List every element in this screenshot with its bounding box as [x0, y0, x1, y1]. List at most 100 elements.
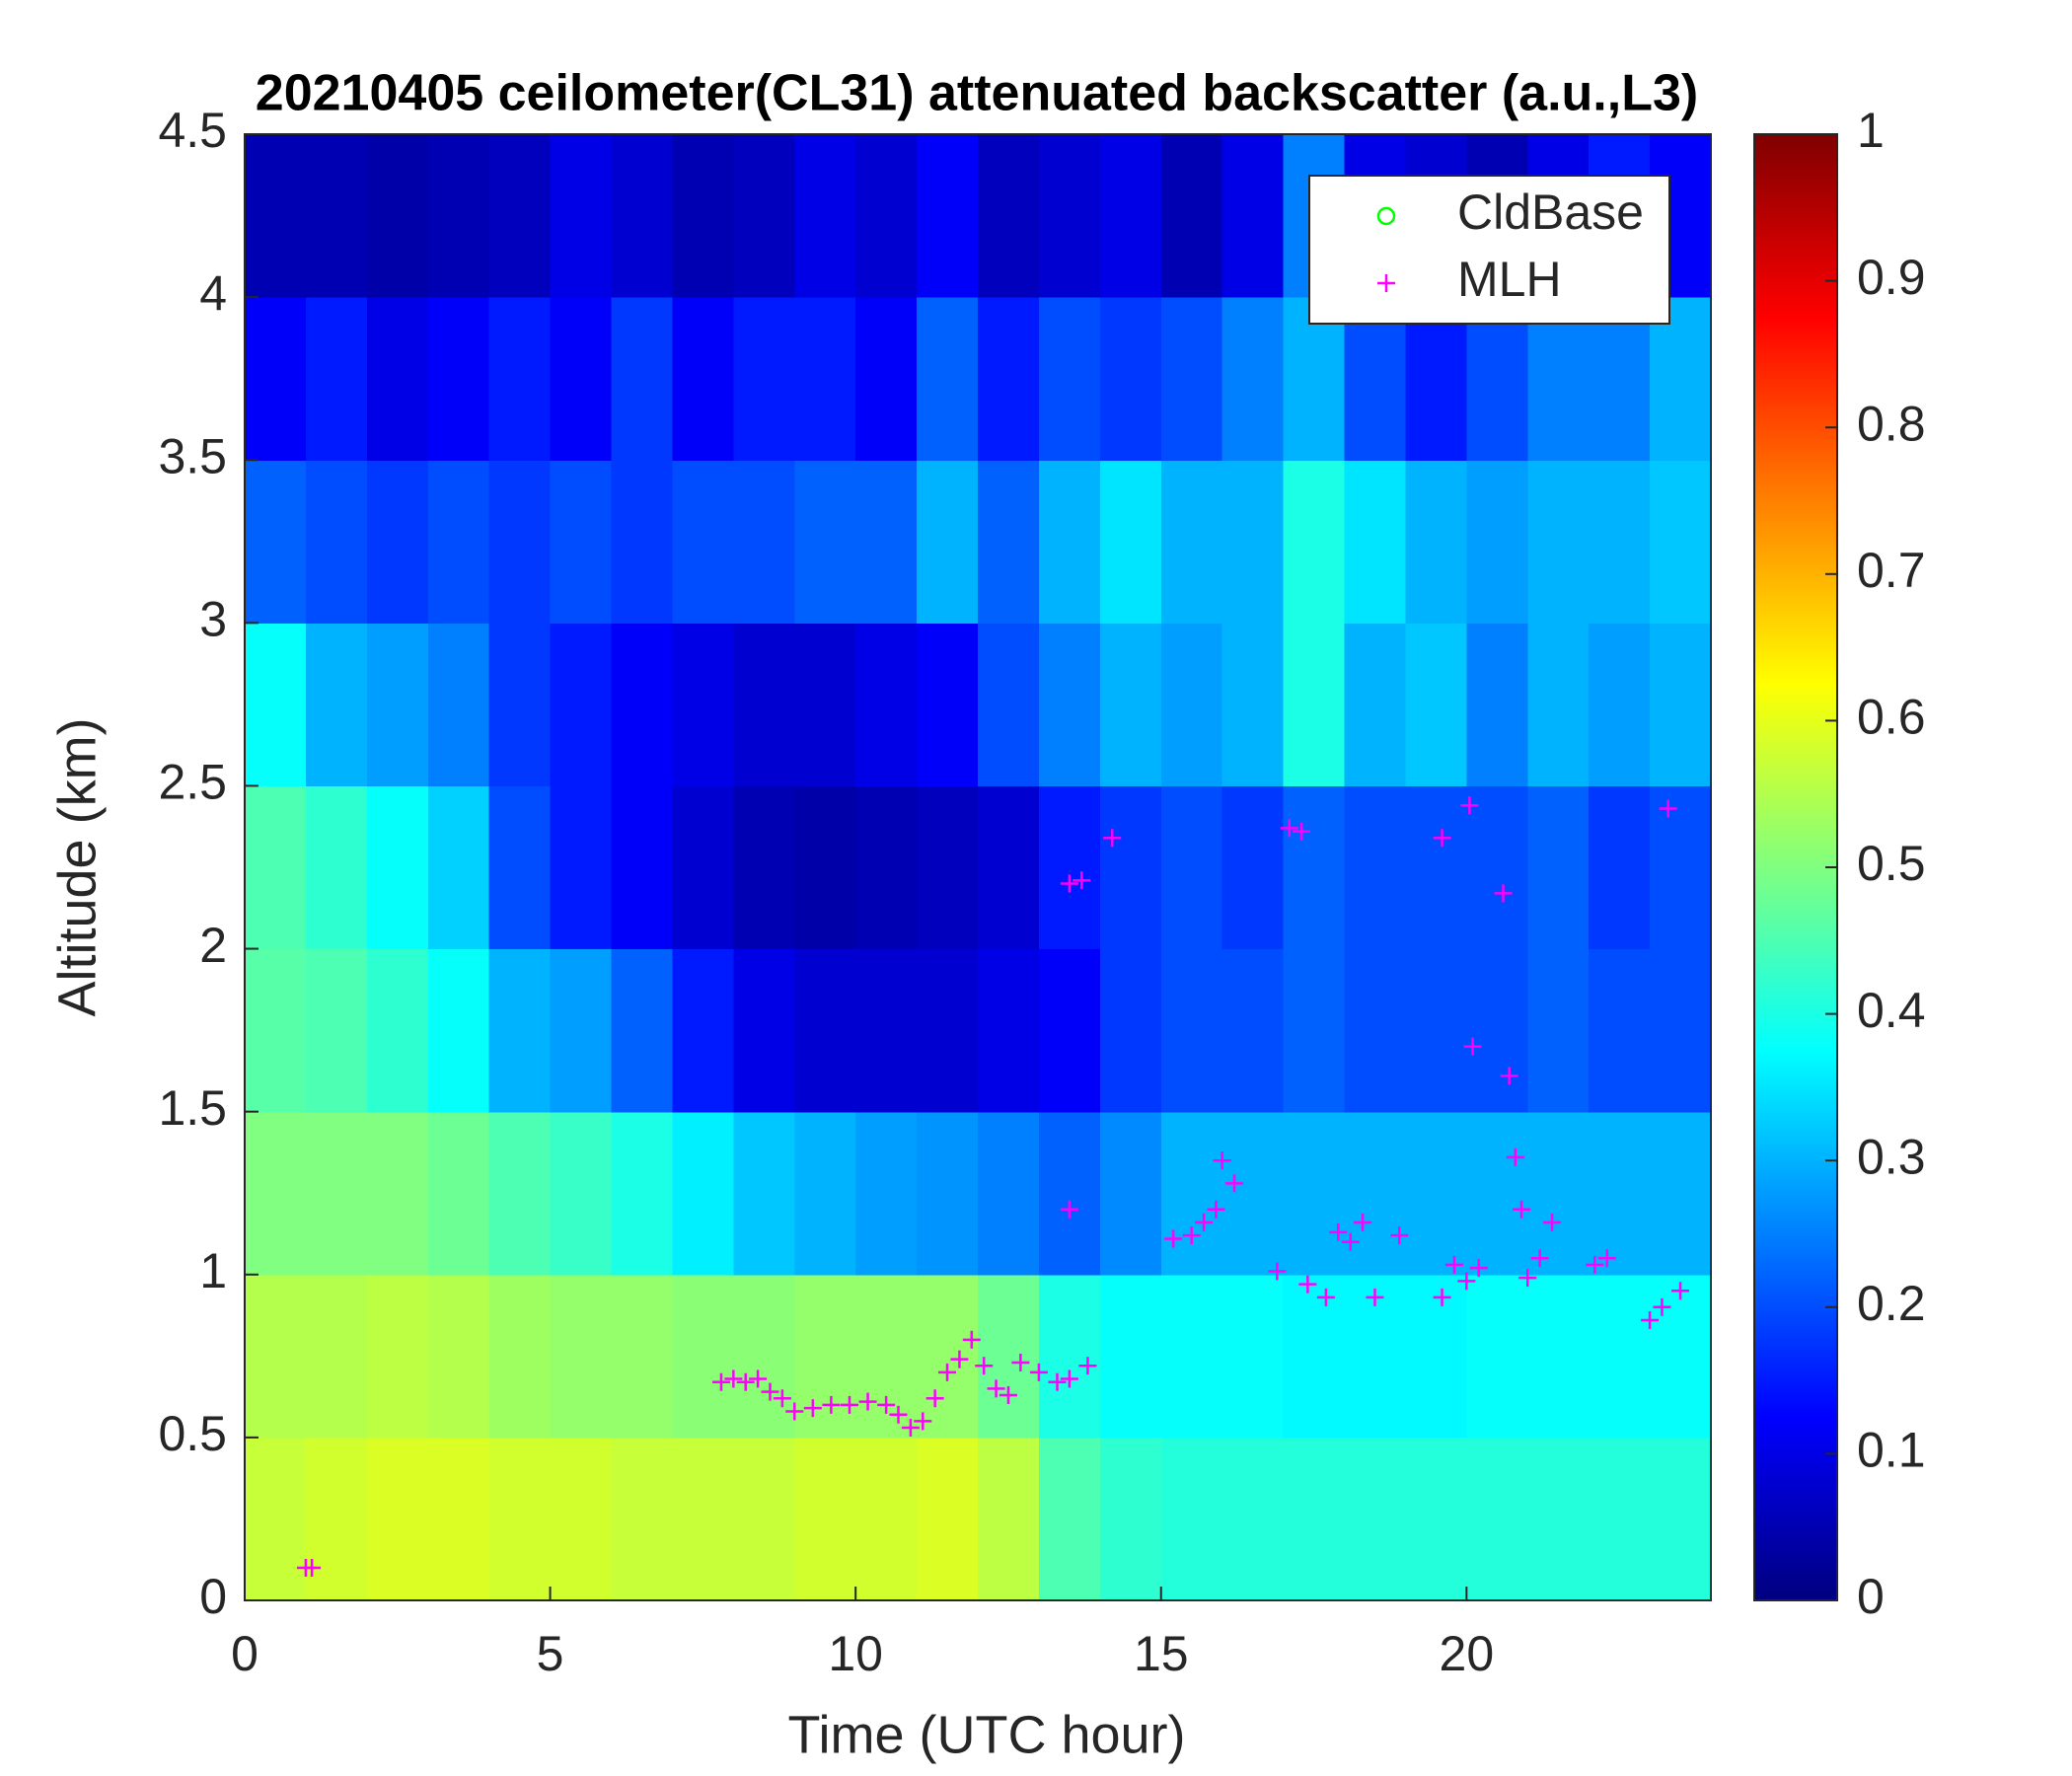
- heat-cell: [672, 460, 734, 624]
- heat-cell: [1038, 623, 1101, 787]
- heat-cell: [1283, 1274, 1346, 1439]
- heat-cell: [1160, 297, 1223, 461]
- plus-marker: [1195, 1213, 1214, 1231]
- y-tick-label: 1: [199, 1243, 227, 1298]
- plus-marker: [1316, 1288, 1335, 1306]
- heat-cell: [305, 134, 368, 298]
- plus-marker: [711, 1372, 730, 1391]
- heat-cell: [488, 1437, 552, 1601]
- plus-marker: [901, 1418, 920, 1437]
- heat-cell: [672, 134, 734, 298]
- heat-cell: [366, 297, 429, 461]
- heat-cell: [427, 297, 490, 461]
- heat-cell: [611, 297, 674, 461]
- heat-cell: [305, 1437, 368, 1601]
- plus-marker: [736, 1372, 755, 1391]
- heat-cell: [917, 460, 979, 624]
- heat-cell: [1589, 460, 1651, 624]
- heat-cell: [1221, 297, 1285, 461]
- plus-marker: [1506, 1147, 1524, 1166]
- heat-cell: [1221, 948, 1285, 1113]
- heat-cell: [1283, 785, 1346, 950]
- heat-cell: [1160, 1111, 1223, 1276]
- heat-cell: [1221, 1111, 1285, 1276]
- heat-cell: [917, 623, 979, 787]
- plus-marker: [1494, 884, 1513, 903]
- heat-cell: [305, 623, 368, 787]
- heat-cell: [245, 1111, 307, 1276]
- heat-cell: [366, 1437, 429, 1601]
- heat-cell: [488, 948, 552, 1113]
- heat-cell: [917, 1111, 979, 1276]
- plus-marker: [1060, 1369, 1078, 1388]
- plus-marker: [889, 1405, 908, 1424]
- heat-cell: [1589, 1111, 1651, 1276]
- plus-marker: [1653, 1297, 1671, 1316]
- x-tick-label: 5: [537, 1626, 564, 1681]
- heat-cell: [1589, 1437, 1651, 1601]
- heat-cell: [1099, 1437, 1162, 1601]
- plus-marker: [803, 1399, 822, 1418]
- heat-cell: [794, 134, 856, 298]
- heat-cell: [305, 297, 368, 461]
- legend-marker: [1377, 274, 1395, 292]
- heat-cell: [1466, 1111, 1528, 1276]
- heat-cell: [1221, 623, 1285, 787]
- heat-cell: [427, 1274, 490, 1439]
- plus-marker: [1543, 1213, 1562, 1231]
- heat-cell: [1221, 1274, 1285, 1439]
- heat-cell: [427, 134, 490, 298]
- heat-cell: [1221, 134, 1285, 298]
- x-tick-label: 15: [1134, 1626, 1189, 1681]
- plus-marker: [1390, 1226, 1409, 1245]
- heat-cell: [672, 1437, 734, 1601]
- heat-cell: [855, 623, 918, 787]
- heat-cell: [245, 948, 307, 1113]
- legend-label: CldBase: [1457, 185, 1644, 240]
- heat-cell: [1650, 1111, 1712, 1276]
- heat-cell: [1099, 1274, 1162, 1439]
- plus-marker: [1530, 1249, 1549, 1268]
- heat-cell: [1038, 785, 1101, 950]
- heat-cell: [733, 785, 795, 950]
- plus-marker: [1341, 1232, 1360, 1251]
- heat-cell: [1099, 297, 1162, 461]
- heat-cell: [427, 623, 490, 787]
- heat-cell: [550, 1437, 613, 1601]
- heat-cell: [733, 1437, 795, 1601]
- plus-marker: [1329, 1222, 1348, 1241]
- heat-cell: [366, 785, 429, 950]
- heat-cell: [1344, 948, 1407, 1113]
- plus-marker: [1586, 1255, 1604, 1274]
- heatmap: [245, 134, 1712, 1601]
- colorbar-tick-label: 0.4: [1857, 983, 1926, 1038]
- plus-marker: [1298, 1275, 1317, 1294]
- heat-cell: [1405, 785, 1467, 950]
- plus-marker: [950, 1350, 969, 1369]
- x-tick-label: 0: [231, 1626, 259, 1681]
- heat-cell: [1099, 460, 1162, 624]
- legend-marker: [1376, 206, 1396, 226]
- heat-cell: [611, 1111, 674, 1276]
- heat-cell: [917, 1274, 979, 1439]
- heat-cell: [1589, 948, 1651, 1113]
- plus-marker: [773, 1389, 791, 1408]
- plus-marker: [938, 1363, 957, 1381]
- colorbar-tick-label: 0.6: [1857, 690, 1926, 745]
- plus-marker: [987, 1379, 1005, 1398]
- colorbar-tick-label: 0.9: [1857, 250, 1926, 305]
- heat-cell: [855, 134, 918, 298]
- heat-cell: [550, 948, 613, 1113]
- heat-cell: [855, 1437, 918, 1601]
- heat-cell: [488, 1111, 552, 1276]
- plus-marker: [822, 1395, 841, 1414]
- heat-cell: [733, 1111, 795, 1276]
- heat-cell: [978, 1274, 1040, 1439]
- heat-cell: [1527, 1274, 1590, 1439]
- plus-marker: [749, 1369, 768, 1388]
- heat-cell: [1344, 785, 1407, 950]
- plus-marker: [858, 1392, 877, 1411]
- heat-cell: [794, 1111, 856, 1276]
- heat-cell: [1527, 623, 1590, 787]
- legend: CldBase MLH: [1308, 175, 1670, 325]
